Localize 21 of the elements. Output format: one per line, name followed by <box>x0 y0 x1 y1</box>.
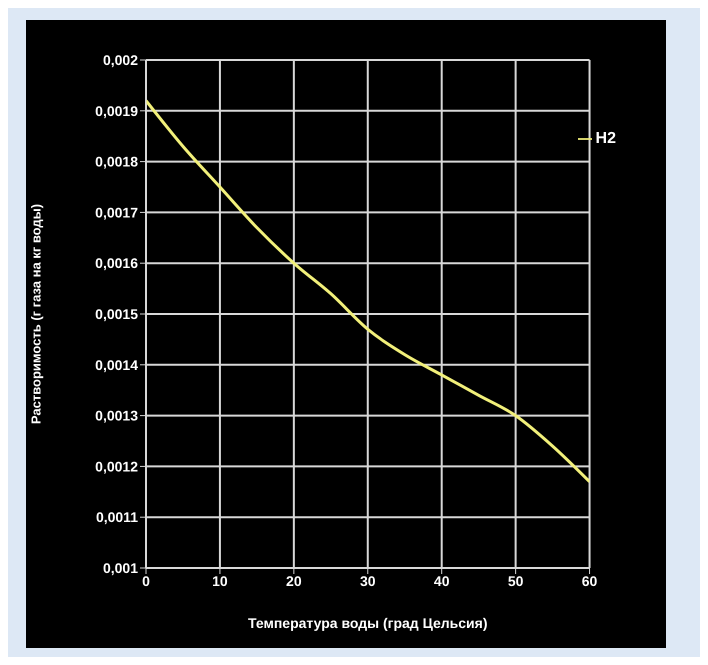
y-tick-label: 0,0013 <box>95 408 138 424</box>
y-tick-label: 0,001 <box>102 560 138 576</box>
y-tick-label: 0,0019 <box>95 102 138 119</box>
y-tick-label: 0,0014 <box>95 356 138 373</box>
y-tick-label: 0,0015 <box>95 306 138 322</box>
legend-label: H2 <box>596 130 616 147</box>
x-axis-title: Температура воды (град Цельсия) <box>248 615 488 631</box>
y-tick-label: 0,0011 <box>96 509 138 526</box>
x-tick-label: 60 <box>582 572 598 589</box>
y-tick-label: 0,0016 <box>95 255 138 272</box>
x-tick-label: 10 <box>212 572 228 589</box>
x-tick-label: 40 <box>434 572 450 589</box>
y-tick-label: 0,0012 <box>95 458 138 474</box>
y-axis-title: Растворимость (г газа на кг воды) <box>28 204 44 424</box>
y-tick-label: 0,0017 <box>95 204 138 220</box>
x-tick-label: 30 <box>360 572 376 589</box>
y-tick-label: 0,002 <box>102 52 138 68</box>
x-tick-label: 50 <box>508 572 524 589</box>
y-tick-label: 0,0018 <box>95 154 138 170</box>
x-tick-label: 20 <box>286 572 302 589</box>
x-tick-label: 0 <box>142 572 150 589</box>
